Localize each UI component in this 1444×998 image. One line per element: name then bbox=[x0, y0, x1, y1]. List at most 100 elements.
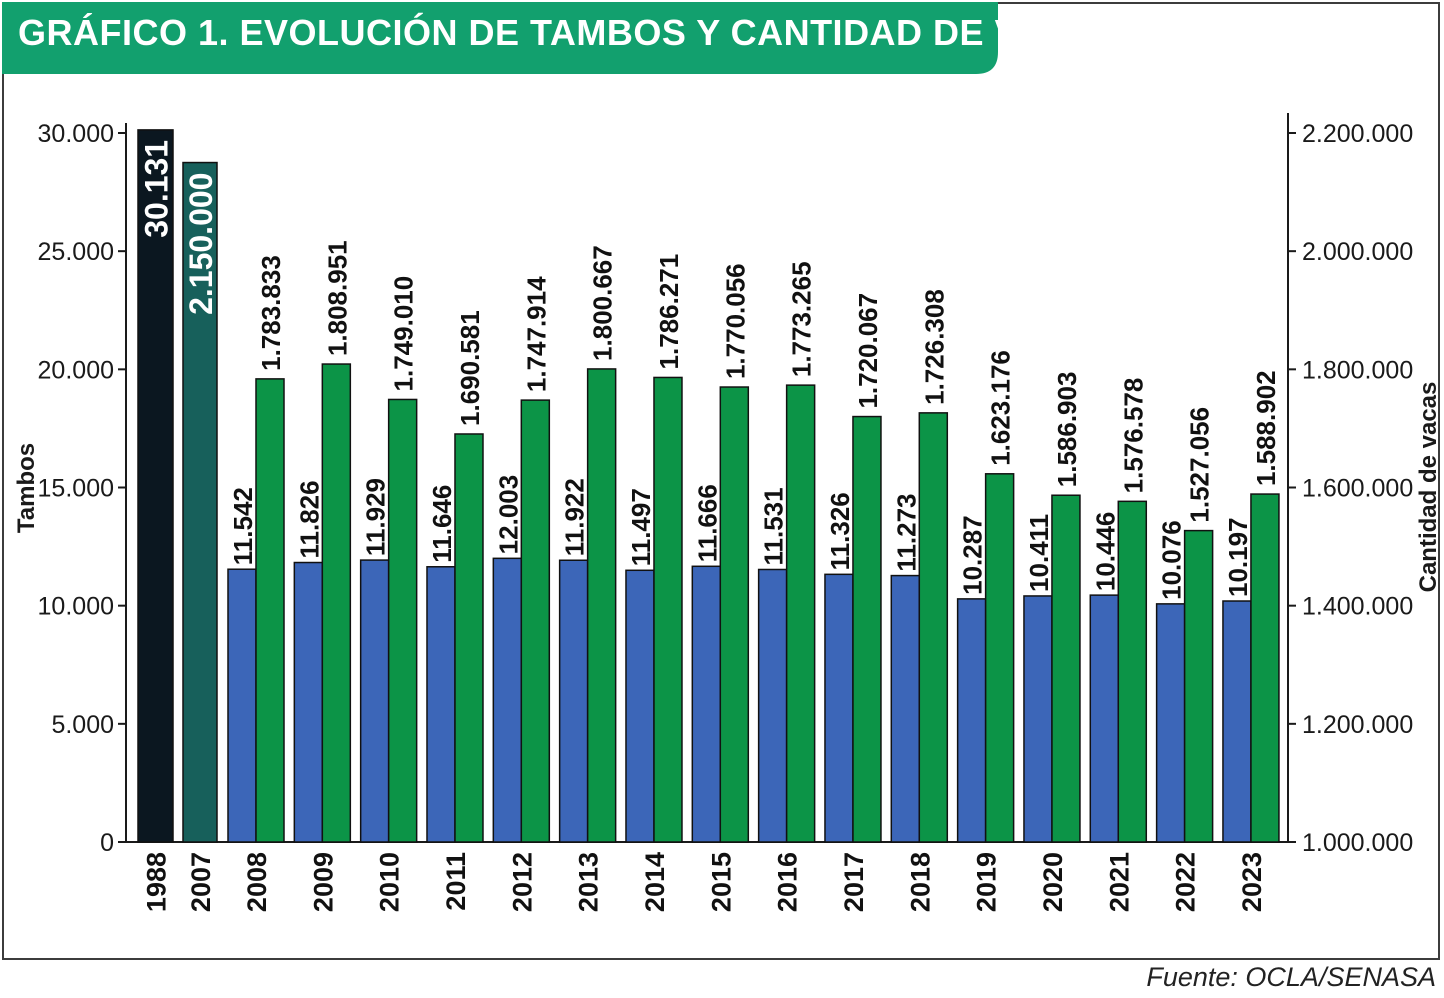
vacas-data-label: 1.808.951 bbox=[322, 240, 352, 356]
left-tick-label: 20.000 bbox=[38, 356, 114, 384]
tambos-bar bbox=[824, 573, 854, 843]
left-tick-label: 0 bbox=[100, 829, 114, 857]
source-note: Fuente: OCLA/SENASA bbox=[1146, 962, 1436, 992]
vacas-data-label: 1.576.578 bbox=[1118, 378, 1148, 494]
x-tick-label: 2014 bbox=[640, 852, 670, 912]
x-tick-label: 2021 bbox=[1104, 852, 1134, 912]
vacas-bar bbox=[719, 386, 750, 843]
bar-2007 bbox=[182, 161, 218, 843]
x-tick-label: 2018 bbox=[905, 852, 935, 912]
x-tick-label: 2020 bbox=[1038, 852, 1068, 912]
vacas-data-label: 1.527.056 bbox=[1185, 407, 1215, 523]
right-tick-label: 1.000.000 bbox=[1302, 829, 1413, 857]
right-axis-title: Cantidad de vacas bbox=[1415, 382, 1442, 593]
vacas-data-label: 1.747.914 bbox=[521, 276, 551, 392]
vacas-bar bbox=[1250, 493, 1280, 843]
vacas-data-label: 1.783.833 bbox=[256, 255, 286, 371]
tambos-bar bbox=[757, 568, 788, 843]
vacas-data-label: 1.800.667 bbox=[588, 245, 618, 361]
x-tick-label: 2012 bbox=[507, 852, 537, 912]
vacas-data-label: 1.749.010 bbox=[389, 276, 419, 392]
vacas-bar bbox=[1051, 494, 1081, 843]
x-tick-label: 2017 bbox=[839, 852, 869, 912]
vacas-data-label: 1.773.265 bbox=[787, 261, 817, 377]
x-tick-label: 2008 bbox=[242, 852, 272, 912]
tambos-data-label: 11.922 bbox=[560, 478, 590, 556]
page-title: GRÁFICO 1. EVOLUCIÓN DE TAMBOS Y CANTIDA… bbox=[18, 12, 1121, 53]
vacas-data-label: 1.720.067 bbox=[853, 293, 883, 409]
x-tick-label: 1988 bbox=[142, 852, 172, 912]
x-tick-label: 2009 bbox=[308, 852, 338, 912]
vacas-bar bbox=[984, 473, 1015, 843]
tambos-bar bbox=[1089, 594, 1120, 843]
tambos-data-label: 10.076 bbox=[1157, 520, 1187, 600]
bar-1988 bbox=[137, 129, 174, 843]
tambos-bar bbox=[227, 568, 257, 843]
bar-chart: 0 5.000 10.000 15.000 20.000 25.000 30.000 1.00… bbox=[13, 113, 1442, 912]
bar-2007-label: 2.150.000 bbox=[183, 173, 219, 315]
x-tick-label: 2013 bbox=[574, 852, 604, 912]
x-tick-label: 2019 bbox=[972, 852, 1002, 912]
x-tick-label: 2022 bbox=[1171, 852, 1201, 912]
x-tick-label: 2007 bbox=[186, 852, 216, 912]
right-tick-label: 2.000.000 bbox=[1302, 238, 1413, 266]
tambos-data-label: 11.646 bbox=[427, 485, 457, 563]
tambos-data-label: 10.287 bbox=[958, 515, 988, 595]
left-tick-label: 10.000 bbox=[38, 593, 114, 621]
tambos-data-label: 11.826 bbox=[294, 480, 324, 558]
tambos-data-label: 12.003 bbox=[493, 475, 523, 555]
tambos-bar bbox=[956, 598, 987, 843]
right-tick-label: 1.200.000 bbox=[1302, 711, 1413, 739]
title-banner-shape bbox=[2, 2, 998, 74]
tambos-data-label: 11.273 bbox=[891, 493, 921, 571]
x-tick-label: 2011 bbox=[441, 852, 471, 911]
tambos-bar bbox=[359, 559, 390, 843]
right-tick-label: 1.400.000 bbox=[1302, 593, 1413, 621]
left-tick-label: 5.000 bbox=[51, 711, 114, 739]
tambos-data-label: 10.446 bbox=[1090, 512, 1120, 592]
tambos-bar bbox=[625, 569, 655, 843]
tambos-data-label: 10.197 bbox=[1223, 517, 1253, 597]
tambos-data-label: 11.666 bbox=[692, 484, 722, 562]
tambos-bar bbox=[1023, 595, 1053, 843]
tambos-bar bbox=[293, 561, 324, 843]
tambos-data-label: 11.929 bbox=[361, 478, 391, 556]
bar-1988-label: 30.131 bbox=[139, 140, 175, 238]
vacas-bar bbox=[1117, 500, 1148, 843]
title-banner bbox=[2, 2, 998, 74]
left-tick-label: 25.000 bbox=[38, 238, 114, 266]
tambos-bar bbox=[558, 559, 589, 843]
vacas-bar bbox=[387, 398, 418, 843]
vacas-data-label: 1.586.903 bbox=[1052, 372, 1082, 488]
vacas-data-label: 1.588.902 bbox=[1251, 370, 1281, 486]
vacas-bar bbox=[321, 363, 352, 843]
tambos-data-label: 11.531 bbox=[759, 487, 789, 565]
tambos-bar bbox=[492, 557, 523, 843]
vacas-data-label: 1.726.308 bbox=[919, 289, 949, 405]
vacas-bar bbox=[785, 384, 816, 843]
right-tick-label: 2.200.000 bbox=[1302, 120, 1413, 148]
x-tick-label: 2010 bbox=[375, 852, 405, 912]
x-tick-label: 2016 bbox=[773, 852, 803, 912]
tambos-data-label: 11.542 bbox=[228, 487, 258, 565]
right-tick-label: 1.600.000 bbox=[1302, 475, 1413, 503]
tambos-bar bbox=[1155, 603, 1186, 843]
vacas-bar bbox=[918, 412, 949, 843]
vacas-bar bbox=[454, 433, 484, 843]
vacas-bar bbox=[520, 399, 551, 843]
vacas-bar bbox=[1183, 529, 1214, 843]
vacas-bar bbox=[586, 368, 617, 843]
left-axis-title: Tambos bbox=[13, 443, 40, 533]
tambos-bar bbox=[890, 574, 921, 843]
tambos-bar bbox=[691, 565, 722, 843]
tambos-data-label: 10.411 bbox=[1024, 514, 1054, 592]
right-tick-label: 1.800.000 bbox=[1302, 356, 1413, 384]
left-tick-label: 15.000 bbox=[38, 475, 114, 503]
vacas-bar bbox=[255, 378, 285, 843]
vacas-data-label: 1.786.271 bbox=[654, 254, 684, 370]
vacas-data-label: 1.690.581 bbox=[455, 310, 485, 426]
vacas-data-label: 1.623.176 bbox=[986, 350, 1016, 466]
vacas-data-label: 1.770.056 bbox=[720, 263, 750, 379]
tambos-bar bbox=[1222, 600, 1252, 843]
tambos-data-label: 11.326 bbox=[825, 492, 855, 570]
